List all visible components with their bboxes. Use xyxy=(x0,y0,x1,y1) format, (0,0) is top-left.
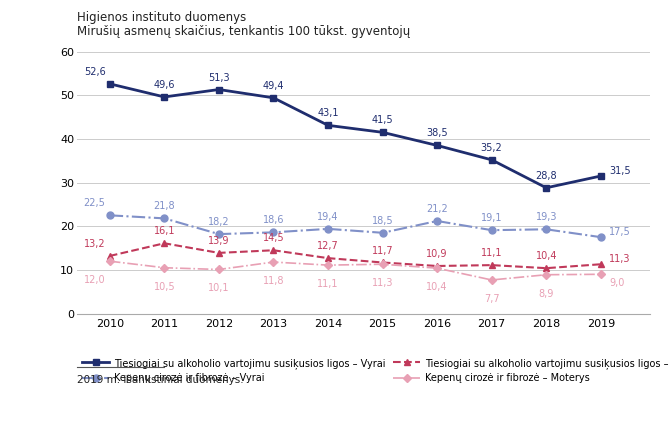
Text: 8,9: 8,9 xyxy=(539,289,554,299)
Text: 51,3: 51,3 xyxy=(208,73,230,82)
Text: 12,0: 12,0 xyxy=(84,275,106,285)
Text: 31,5: 31,5 xyxy=(609,166,630,176)
Text: 13,9: 13,9 xyxy=(208,236,230,246)
Text: 41,5: 41,5 xyxy=(372,116,393,125)
Text: 49,6: 49,6 xyxy=(153,80,175,90)
Text: 35,2: 35,2 xyxy=(481,143,502,153)
Text: 19,3: 19,3 xyxy=(535,212,557,222)
Text: Mirušių asmenų skaičius, tenkantis 100 tūkst. gyventojų: Mirušių asmenų skaičius, tenkantis 100 t… xyxy=(77,25,410,38)
Text: 38,5: 38,5 xyxy=(426,129,448,138)
Text: 13,2: 13,2 xyxy=(84,239,106,249)
Text: 43,1: 43,1 xyxy=(318,108,339,118)
Text: 17,5: 17,5 xyxy=(609,227,631,237)
Text: 11,3: 11,3 xyxy=(372,278,393,288)
Text: 10,1: 10,1 xyxy=(208,284,230,293)
Text: 18,5: 18,5 xyxy=(372,216,393,226)
Text: 11,1: 11,1 xyxy=(481,248,502,258)
Text: 10,4: 10,4 xyxy=(535,251,557,261)
Text: 10,5: 10,5 xyxy=(153,282,175,292)
Text: 21,8: 21,8 xyxy=(153,202,175,211)
Text: 14,5: 14,5 xyxy=(263,233,284,243)
Text: 11,1: 11,1 xyxy=(318,279,339,289)
Text: 11,7: 11,7 xyxy=(372,246,393,255)
Legend: Tiesiogiai su alkoholio vartojimu susiķusios ligos – Vyrai, Kepenų cirozė ir fib: Tiesiogiai su alkoholio vartojimu susiķu… xyxy=(82,358,670,383)
Text: Higienos instituto duomenys: Higienos instituto duomenys xyxy=(77,11,247,24)
Text: 18,6: 18,6 xyxy=(263,215,284,225)
Text: 10,9: 10,9 xyxy=(426,249,448,259)
Text: 28,8: 28,8 xyxy=(535,171,557,181)
Text: 7,7: 7,7 xyxy=(484,294,500,304)
Text: 10,4: 10,4 xyxy=(426,282,448,292)
Text: 12,7: 12,7 xyxy=(317,241,339,251)
Text: 52,6: 52,6 xyxy=(84,67,106,77)
Text: 19,1: 19,1 xyxy=(481,213,502,223)
Text: 19,4: 19,4 xyxy=(318,212,339,222)
Text: 21,2: 21,2 xyxy=(426,204,448,214)
Text: 9,0: 9,0 xyxy=(609,279,624,289)
Text: 2019 m. išankstiniai duomenys.: 2019 m. išankstiniai duomenys. xyxy=(77,374,244,384)
Text: 16,1: 16,1 xyxy=(153,226,175,237)
Text: 49,4: 49,4 xyxy=(263,81,284,91)
Text: 18,2: 18,2 xyxy=(208,217,230,227)
Text: 11,3: 11,3 xyxy=(609,254,630,264)
Text: 11,8: 11,8 xyxy=(263,276,284,286)
Text: 22,5: 22,5 xyxy=(84,198,106,208)
